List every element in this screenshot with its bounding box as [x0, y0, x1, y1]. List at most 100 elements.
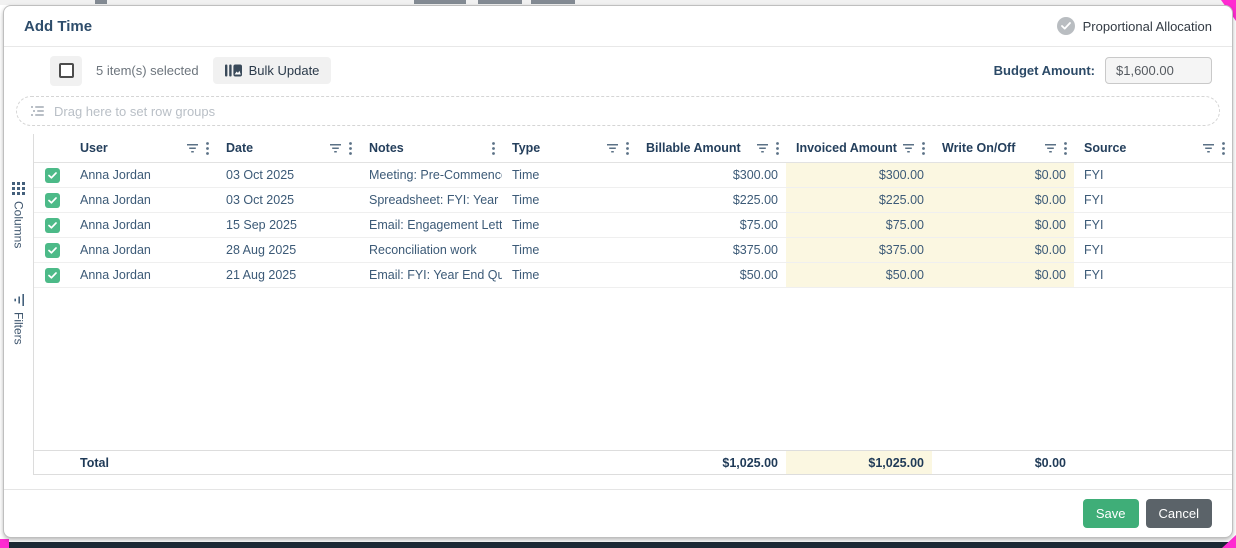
proportional-allocation-toggle[interactable]: Proportional Allocation	[1056, 17, 1212, 35]
filters-tab-label: Filters	[11, 312, 26, 346]
cell-write-on-off: $0.00	[932, 238, 1074, 262]
data-grid: User Date Notes	[34, 134, 1232, 475]
column-menu-icon[interactable]	[1064, 141, 1067, 155]
row-checkbox-checked[interactable]	[44, 167, 60, 183]
column-menu-icon[interactable]	[1222, 141, 1225, 155]
cell-source: FYI	[1084, 218, 1104, 232]
select-all-checkbox[interactable]	[50, 55, 82, 86]
header-cell-date[interactable]: Date	[216, 134, 359, 162]
columns-panel-icon	[12, 182, 25, 195]
grid-header-row: User Date Notes	[34, 134, 1232, 163]
table-row[interactable]: Anna Jordan 03 Oct 2025 Spreadsheet: FYI…	[34, 188, 1232, 213]
cell-invoiced: $300.00	[786, 163, 932, 187]
cell-write-on-off: $0.00	[932, 263, 1074, 287]
bulk-update-icon	[224, 64, 242, 77]
filter-icon[interactable]	[187, 143, 198, 153]
cell-date: 03 Oct 2025	[226, 168, 295, 182]
row-checkbox-checked[interactable]	[44, 242, 60, 258]
cell-type: Time	[512, 193, 540, 207]
cell-user: Anna Jordan	[80, 168, 151, 182]
cell-user: Anna Jordan	[80, 243, 151, 257]
cell-notes: Meeting: Pre-Commence...	[369, 168, 502, 182]
table-row[interactable]: Anna Jordan 21 Aug 2025 Email: FYI: Year…	[34, 263, 1232, 288]
header-cell-source[interactable]: Source	[1074, 134, 1232, 162]
cell-notes: Email: Engagement Letter...	[369, 218, 502, 232]
cell-billable: $225.00	[732, 193, 778, 207]
bulk-update-button[interactable]: Bulk Update	[212, 57, 332, 84]
header-cell-billable-amount[interactable]: Billable Amount	[636, 134, 786, 162]
cell-billable: $300.00	[732, 168, 778, 182]
table-row[interactable]: Anna Jordan 28 Aug 2025 Reconciliation w…	[34, 238, 1232, 263]
cell-date: 28 Aug 2025	[226, 243, 297, 257]
table-row[interactable]: Anna Jordan 15 Sep 2025 Email: Engagemen…	[34, 213, 1232, 238]
cell-invoiced: $50.00	[786, 263, 932, 287]
cell-source: FYI	[1084, 268, 1104, 282]
header-cell-invoiced-amount[interactable]: Invoiced Amount	[786, 134, 932, 162]
cell-type: Time	[512, 243, 540, 257]
cancel-button[interactable]: Cancel	[1145, 499, 1212, 528]
dialog-spacer	[4, 475, 1232, 489]
cell-type: Time	[512, 268, 540, 282]
header-cell-user[interactable]: User	[70, 134, 216, 162]
column-menu-icon[interactable]	[492, 141, 495, 155]
cell-date: 21 Aug 2025	[226, 268, 297, 282]
filter-icon[interactable]	[330, 143, 341, 153]
filter-icon[interactable]	[1203, 143, 1214, 153]
row-checkbox-checked[interactable]	[44, 192, 60, 208]
filter-icon[interactable]	[903, 143, 914, 153]
selected-count-label: 5 item(s) selected	[96, 63, 199, 78]
column-menu-icon[interactable]	[776, 141, 779, 155]
screenshot-corner-mark	[0, 539, 9, 548]
total-invoiced: $1,025.00	[786, 451, 932, 474]
grid-side-buttons: Columns Filters	[4, 134, 34, 475]
row-checkbox-checked[interactable]	[44, 217, 60, 233]
side-tab-filters[interactable]: Filters	[12, 294, 26, 345]
cell-date: 15 Sep 2025	[226, 218, 297, 232]
table-row[interactable]: Anna Jordan 03 Oct 2025 Meeting: Pre-Com…	[34, 163, 1232, 188]
cell-type: Time	[512, 218, 540, 232]
header-cell-notes[interactable]: Notes	[359, 134, 502, 162]
grid-empty-space	[34, 288, 1232, 450]
dialog-header: Add Time Proportional Allocation	[4, 6, 1232, 47]
header-cell-write-on-off[interactable]: Write On/Off	[932, 134, 1074, 162]
cell-date: 03 Oct 2025	[226, 193, 295, 207]
cell-write-on-off: $0.00	[932, 188, 1074, 212]
grid-area: Columns Filters User	[4, 134, 1232, 475]
cell-invoiced: $225.00	[786, 188, 932, 212]
total-billable: $1,025.00	[722, 455, 778, 470]
cell-source: FYI	[1084, 168, 1104, 182]
budget-amount-label: Budget Amount:	[993, 63, 1095, 78]
columns-tab-label: Columns	[11, 201, 26, 249]
cell-notes: Email: FYI: Year End Queries	[369, 268, 502, 282]
side-tab-columns[interactable]: Columns	[12, 182, 26, 248]
cell-source: FYI	[1084, 193, 1104, 207]
save-button[interactable]: Save	[1082, 499, 1139, 528]
cell-write-on-off: $0.00	[932, 163, 1074, 187]
column-menu-icon[interactable]	[626, 141, 629, 155]
dialog-footer: Save Cancel	[4, 489, 1232, 537]
cell-invoiced: $375.00	[786, 238, 932, 262]
background-window-edge	[8, 542, 1236, 548]
checkbox-unchecked-icon	[58, 63, 74, 78]
add-time-dialog: Add Time Proportional Allocation 5 item(…	[3, 5, 1233, 538]
total-row: Total $1,025.00 $1,025.00 $0.00	[34, 450, 1232, 475]
row-group-icon	[31, 106, 44, 116]
check-circle-icon	[1056, 17, 1075, 35]
budget-amount-input[interactable]	[1105, 57, 1212, 84]
filter-icon[interactable]	[1045, 143, 1056, 153]
filter-icon[interactable]	[607, 143, 618, 153]
cell-billable: $75.00	[739, 218, 778, 232]
filter-icon[interactable]	[757, 143, 768, 153]
cell-user: Anna Jordan	[80, 218, 151, 232]
cell-notes: Spreadsheet: FYI: Year En...	[369, 193, 502, 207]
column-menu-icon[interactable]	[206, 141, 209, 155]
row-checkbox-checked[interactable]	[44, 267, 60, 283]
column-menu-icon[interactable]	[922, 141, 925, 155]
cell-invoiced: $75.00	[786, 213, 932, 237]
dialog-title: Add Time	[24, 17, 93, 35]
cell-write-on-off: $0.00	[932, 213, 1074, 237]
proportional-allocation-label: Proportional Allocation	[1082, 18, 1212, 34]
column-menu-icon[interactable]	[349, 141, 352, 155]
row-group-dropzone[interactable]: Drag here to set row groups	[16, 96, 1220, 126]
header-cell-type[interactable]: Type	[502, 134, 636, 162]
